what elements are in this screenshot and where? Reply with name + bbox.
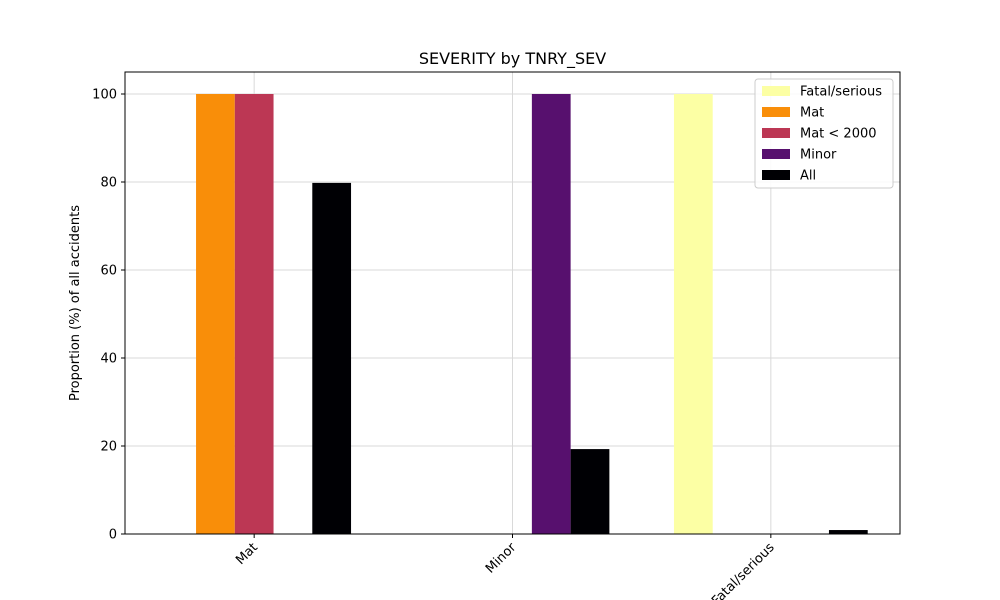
chart-title: SEVERITY by TNRY_SEV xyxy=(419,49,606,69)
legend-entry: All xyxy=(800,169,816,184)
legend-swatch xyxy=(762,128,790,138)
x-tick-label: Minor xyxy=(483,540,520,577)
x-tick-label: Fatal/serious xyxy=(709,540,778,600)
legend-swatch xyxy=(762,86,790,96)
y-tick-label: 60 xyxy=(100,264,117,279)
y-tick-label: 40 xyxy=(100,352,117,367)
legend-box xyxy=(754,78,894,189)
bar xyxy=(531,94,571,534)
bar xyxy=(234,94,274,534)
legend-entry: Mat < 2000 xyxy=(800,127,877,142)
legend-swatch xyxy=(762,107,790,117)
bar xyxy=(673,94,713,534)
legend-entry: Fatal/serious xyxy=(800,85,882,100)
bar xyxy=(828,530,868,534)
y-tick-label: 100 xyxy=(92,88,117,103)
x-axis: Mat Minor Fatal/serious xyxy=(233,534,778,600)
legend-swatch xyxy=(762,149,790,159)
y-tick-label: 20 xyxy=(100,440,117,455)
legend-swatch xyxy=(762,170,790,180)
legend: Fatal/serious Mat Mat < 2000 Minor All xyxy=(754,78,894,189)
y-tick-label: 80 xyxy=(100,176,117,191)
x-tick-label: Mat xyxy=(233,540,261,568)
y-tick-label: 0 xyxy=(109,528,117,543)
legend-entry: Minor xyxy=(800,148,837,163)
bars-layer xyxy=(196,94,868,534)
y-axis: 0 20 40 60 80 100 xyxy=(92,88,125,543)
bar xyxy=(196,94,235,534)
bar xyxy=(312,182,352,534)
y-axis-label: Proportion (%) of all accidents xyxy=(68,205,83,401)
bar xyxy=(570,449,610,534)
legend-entry: Mat xyxy=(800,106,824,121)
